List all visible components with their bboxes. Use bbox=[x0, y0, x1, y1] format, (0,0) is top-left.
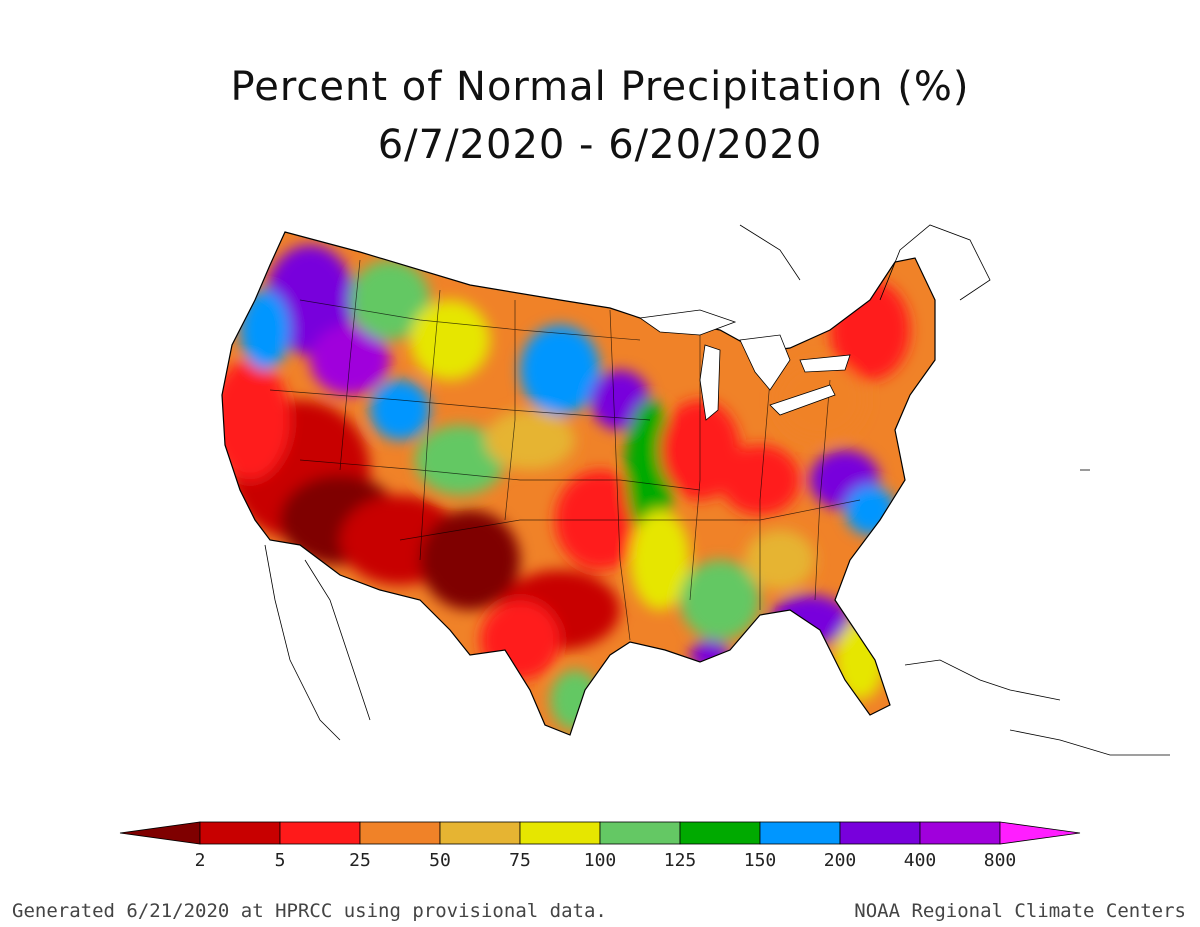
country-outline bbox=[221, 231, 936, 736]
neighbor-coastlines bbox=[264, 224, 1170, 756]
legend-label: 200 bbox=[824, 850, 857, 870]
map-title: Percent of Normal Precipitation (%) bbox=[230, 64, 970, 110]
legend-swatch bbox=[279, 821, 361, 845]
legend-label: 125 bbox=[664, 850, 697, 870]
great-lakes bbox=[638, 309, 851, 421]
legend-label: 100 bbox=[584, 850, 617, 870]
color-legend: 2 5 25 50 75 100 125 150 200 400 800 bbox=[119, 821, 1081, 870]
map-date-range: 6/7/2020 - 6/20/2020 bbox=[377, 122, 823, 168]
generation-note: Generated 6/21/2020 at HPRCC using provi… bbox=[12, 900, 607, 922]
precipitation-map bbox=[221, 224, 1170, 756]
legend-label: 2 bbox=[195, 850, 206, 870]
legend-swatch bbox=[679, 821, 761, 845]
legend-label: 50 bbox=[429, 850, 451, 870]
legend-swatch bbox=[359, 821, 441, 845]
precip-field bbox=[222, 232, 935, 735]
legend-swatch bbox=[119, 821, 201, 845]
legend-swatch bbox=[199, 821, 281, 845]
legend-swatch bbox=[839, 821, 921, 845]
legend-label: 400 bbox=[904, 850, 937, 870]
legend-swatch bbox=[999, 821, 1081, 845]
legend-label: 800 bbox=[984, 850, 1017, 870]
legend-swatch bbox=[599, 821, 681, 845]
legend-swatch bbox=[519, 821, 601, 845]
legend-label: 150 bbox=[744, 850, 777, 870]
state-borders bbox=[269, 259, 861, 641]
legend-swatch bbox=[439, 821, 521, 845]
legend-label: 5 bbox=[275, 850, 286, 870]
legend-label: 75 bbox=[509, 850, 531, 870]
source-credit: NOAA Regional Climate Centers bbox=[854, 900, 1186, 922]
legend-label: 25 bbox=[349, 850, 371, 870]
legend-swatch bbox=[919, 821, 1001, 845]
legend-swatch bbox=[759, 821, 841, 845]
